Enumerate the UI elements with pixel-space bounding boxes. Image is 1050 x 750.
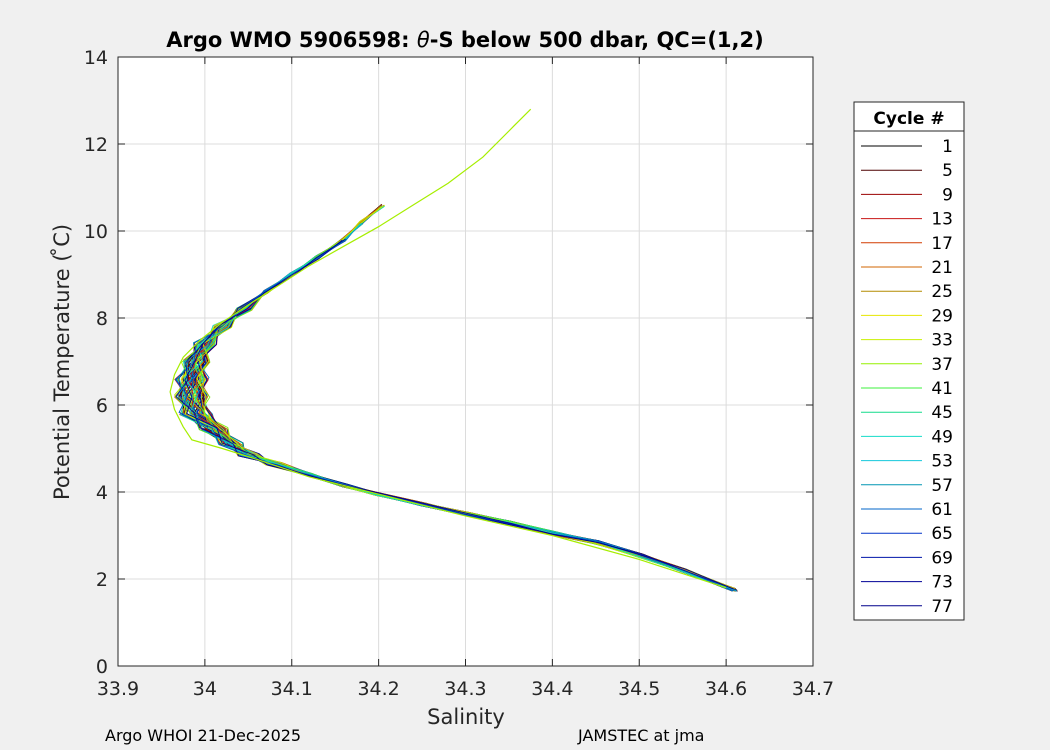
legend-label: 45 bbox=[931, 403, 953, 423]
legend-label: 9 bbox=[942, 185, 953, 205]
legend-label: 57 bbox=[931, 476, 953, 496]
legend-label: 25 bbox=[931, 282, 953, 302]
y-tick-label: 10 bbox=[84, 221, 108, 243]
y-tick-label: 0 bbox=[96, 656, 108, 678]
legend-entries: 1 5 9 13 17 21 25 29 33 37 41 45 49 53 57 61 65 69 73 77 bbox=[861, 137, 953, 617]
grid-lines bbox=[118, 57, 813, 666]
x-tick-label: 33.9 bbox=[97, 678, 139, 700]
legend-label: 21 bbox=[931, 258, 953, 278]
legend-label: 17 bbox=[931, 234, 953, 254]
legend-label: 1 bbox=[942, 137, 953, 157]
y-tick-label: 2 bbox=[96, 569, 108, 591]
legend-label: 53 bbox=[931, 452, 953, 472]
cycle-profile-line-highlight bbox=[169, 108, 727, 589]
legend-label: 73 bbox=[931, 573, 953, 593]
y-axis-label: Potential Temperature ( ̊C) bbox=[50, 224, 74, 500]
legend-label: 13 bbox=[931, 210, 953, 230]
legend-label: 65 bbox=[931, 524, 953, 544]
x-tick-label: 34.7 bbox=[792, 678, 834, 700]
legend-label: 69 bbox=[931, 548, 953, 568]
legend-label: 33 bbox=[931, 331, 953, 351]
chart-title: Argo WMO 5906598: θ-S below 500 dbar, QC… bbox=[166, 28, 763, 52]
plot-area bbox=[169, 108, 738, 592]
footer-right: JAMSTEC at jma bbox=[577, 726, 704, 745]
ticks bbox=[117, 56, 814, 667]
x-tick-label: 34.2 bbox=[357, 678, 399, 700]
tick-labels: 33.9 34 34.1 34.2 34.3 34.4 34.5 34.6 34.7 0 2 4 6 8 1… bbox=[84, 47, 834, 700]
legend-label: 29 bbox=[931, 306, 953, 326]
x-tick-label: 34.6 bbox=[705, 678, 747, 700]
legend-title: Cycle # bbox=[873, 109, 944, 129]
x-tick-label: 34.3 bbox=[444, 678, 486, 700]
legend: Cycle # 1 5 9 13 17 21 25 29 33 37 41 45 49 53 57 61 65 6… bbox=[853, 101, 965, 621]
legend-label: 5 bbox=[942, 161, 953, 181]
legend-label: 77 bbox=[931, 597, 953, 617]
y-tick-label: 12 bbox=[84, 134, 108, 156]
x-tick-label: 34.1 bbox=[271, 678, 313, 700]
y-tick-label: 14 bbox=[84, 47, 108, 69]
footer-left: Argo WHOI 21-Dec-2025 bbox=[105, 726, 301, 745]
x-tick-label: 34.4 bbox=[531, 678, 573, 700]
cycle-profile-line bbox=[184, 238, 734, 590]
x-tick-label: 34 bbox=[193, 678, 217, 700]
y-tick-label: 8 bbox=[96, 308, 108, 330]
x-tick-label: 34.5 bbox=[618, 678, 660, 700]
legend-label: 41 bbox=[931, 379, 953, 399]
legend-label: 49 bbox=[931, 427, 953, 447]
legend-label: 61 bbox=[931, 500, 953, 520]
x-axis-label: Salinity bbox=[427, 705, 505, 729]
y-tick-label: 6 bbox=[96, 395, 108, 417]
y-tick-label: 4 bbox=[96, 482, 108, 504]
legend-label: 37 bbox=[931, 355, 953, 375]
